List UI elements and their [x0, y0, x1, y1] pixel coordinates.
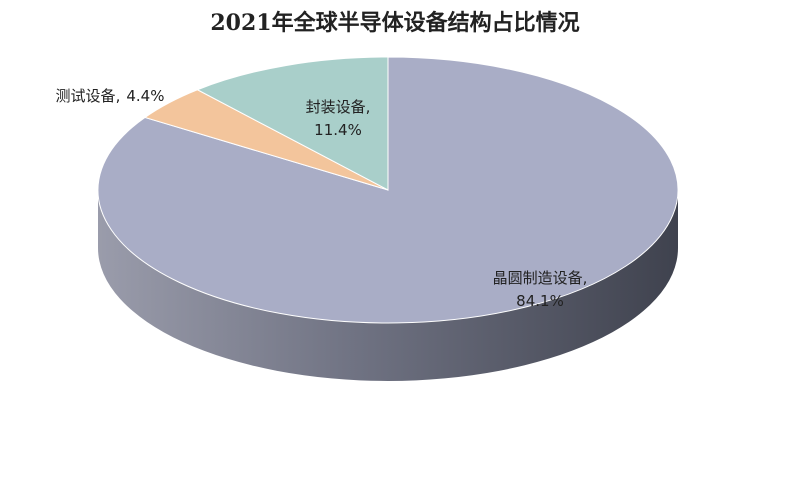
label-separator: ,	[583, 269, 588, 287]
label-separator: ,	[366, 98, 371, 116]
label-category: 测试设备	[56, 87, 116, 105]
chart-title: 2021年全球半导体设备结构占比情况	[210, 10, 579, 36]
data-label: 晶圆制造设备, 84.1%	[493, 269, 588, 310]
slice-side	[98, 190, 678, 381]
label-category: 封装设备	[306, 98, 366, 116]
data-label: 测试设备, 4.4%	[56, 87, 165, 105]
label-separator: ,	[116, 87, 121, 105]
label-category: 晶圆制造设备	[493, 269, 583, 287]
label-value: 84.1%	[516, 292, 564, 310]
slice	[196, 56, 389, 191]
label-value: 11.4%	[314, 121, 362, 139]
label-value: 4.4%	[126, 87, 164, 105]
data-label: 封装设备, 11.4%	[306, 98, 371, 139]
